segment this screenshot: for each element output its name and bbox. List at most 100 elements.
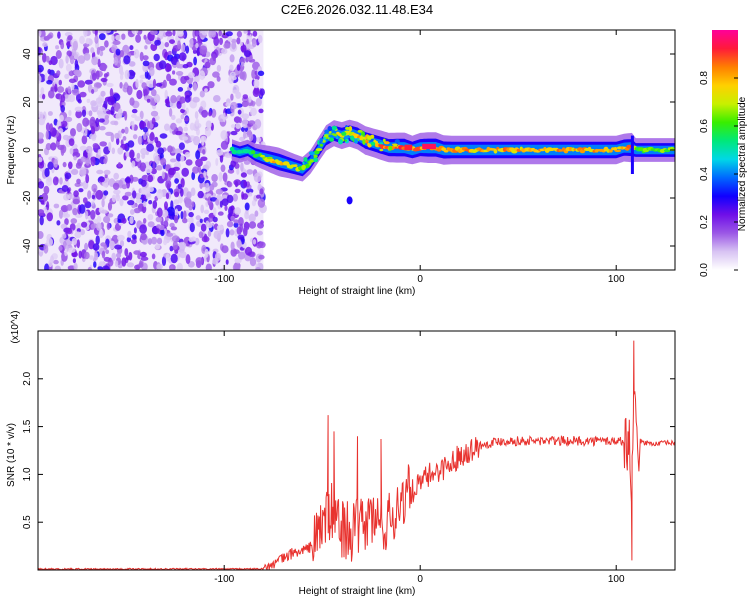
- ridge-core: [608, 149, 613, 153]
- noise-speck: [97, 266, 103, 270]
- noise-speck: [119, 82, 123, 89]
- noise-speck: [204, 61, 211, 69]
- noise-speck: [70, 218, 78, 224]
- noise-speck: [183, 126, 188, 132]
- noise-speck: [44, 263, 50, 270]
- noise-speck: [72, 88, 80, 96]
- noise-speck: [98, 46, 106, 51]
- ridge-core: [614, 149, 622, 153]
- ridge-scatter: [383, 141, 390, 145]
- noise-speck: [194, 111, 199, 120]
- noise-speck: [142, 60, 150, 67]
- ridge-scatter: [393, 143, 398, 147]
- noise-speck: [211, 181, 218, 188]
- ridge-scatter: [310, 154, 314, 159]
- noise-speck: [196, 46, 200, 57]
- noise-speck: [258, 241, 266, 249]
- noise-speck: [45, 176, 53, 187]
- noise-speck: [124, 248, 129, 257]
- noise-speck: [135, 34, 142, 43]
- noise-speck: [67, 35, 73, 41]
- noise-speck: [107, 96, 115, 106]
- noise-speck: [83, 30, 88, 38]
- noise-speck: [67, 94, 76, 103]
- noise-speck: [237, 234, 245, 240]
- noise-speck: [140, 232, 148, 241]
- ridge-scatter: [308, 151, 315, 156]
- noise-speck: [164, 42, 170, 48]
- noise-speck: [96, 169, 104, 175]
- noise-speck: [97, 149, 102, 156]
- noise-speck: [248, 213, 256, 223]
- spectrogram-x-label: Height of straight line (km): [299, 286, 416, 297]
- noise-speck: [187, 217, 194, 223]
- noise-speck: [89, 133, 97, 140]
- noise-speck: [212, 207, 217, 216]
- noise-speck: [218, 172, 223, 182]
- noise-speck: [90, 47, 95, 54]
- noise-speck: [99, 126, 106, 131]
- ridge-scatter: [345, 126, 351, 130]
- noise-speck: [126, 262, 134, 268]
- noise-speck: [74, 59, 79, 68]
- noise-speck: [147, 174, 154, 183]
- noise-speck: [110, 106, 115, 116]
- noise-speck: [74, 231, 82, 239]
- noise-speck: [103, 158, 108, 165]
- noise-speck: [121, 128, 125, 134]
- noise-speck: [122, 195, 129, 201]
- noise-speck: [194, 30, 200, 37]
- noise-speck: [113, 120, 119, 126]
- noise-speck: [147, 238, 153, 245]
- noise-speck: [147, 120, 150, 130]
- noise-speck: [40, 200, 45, 205]
- noise-speck: [103, 169, 111, 175]
- noise-speck: [125, 151, 130, 157]
- ridge-scatter: [388, 145, 393, 151]
- noise-speck: [138, 262, 144, 268]
- noise-speck: [104, 114, 110, 120]
- ridge-scatter: [308, 161, 312, 166]
- noise-speck: [144, 45, 148, 50]
- noise-speck: [140, 179, 147, 187]
- noise-speck: [85, 37, 90, 45]
- noise-speck: [161, 209, 169, 218]
- noise-speck: [224, 205, 228, 212]
- noise-speck: [124, 126, 129, 135]
- noise-speck: [76, 122, 83, 133]
- noise-speck: [168, 167, 176, 176]
- spectrogram-y-tick-label: -20: [22, 190, 33, 205]
- noise-speck: [113, 172, 119, 180]
- noise-speck: [45, 143, 52, 151]
- noise-speck: [154, 243, 161, 250]
- spectrogram-x-tick-label: 100: [608, 274, 625, 285]
- noise-speck: [116, 137, 120, 145]
- noise-speck: [95, 82, 102, 88]
- noise-speck: [213, 95, 221, 103]
- noise-speck: [170, 95, 177, 104]
- noise-speck: [227, 181, 233, 188]
- noise-speck: [202, 148, 206, 155]
- noise-speck: [242, 94, 248, 100]
- noise-speck: [228, 206, 234, 216]
- noise-speck: [126, 85, 133, 96]
- noise-speck: [171, 235, 180, 243]
- noise-speck: [76, 178, 81, 184]
- noise-speck: [216, 64, 222, 72]
- noise-speck: [58, 58, 64, 69]
- noise-speck: [185, 254, 191, 265]
- noise-speck: [131, 120, 135, 131]
- noise-speck: [111, 147, 116, 155]
- noise-speck: [141, 153, 146, 160]
- noise-speck: [95, 70, 100, 80]
- snr-x-tick-label: 100: [608, 574, 625, 585]
- noise-speck: [129, 216, 134, 224]
- noise-speck: [102, 63, 107, 72]
- noise-speck: [199, 218, 203, 223]
- noise-speck: [248, 191, 253, 197]
- noise-speck: [96, 215, 102, 223]
- ridge-scatter: [328, 134, 334, 138]
- noise-speck: [191, 171, 196, 181]
- noise-speck: [169, 265, 174, 270]
- noise-speck: [130, 238, 137, 245]
